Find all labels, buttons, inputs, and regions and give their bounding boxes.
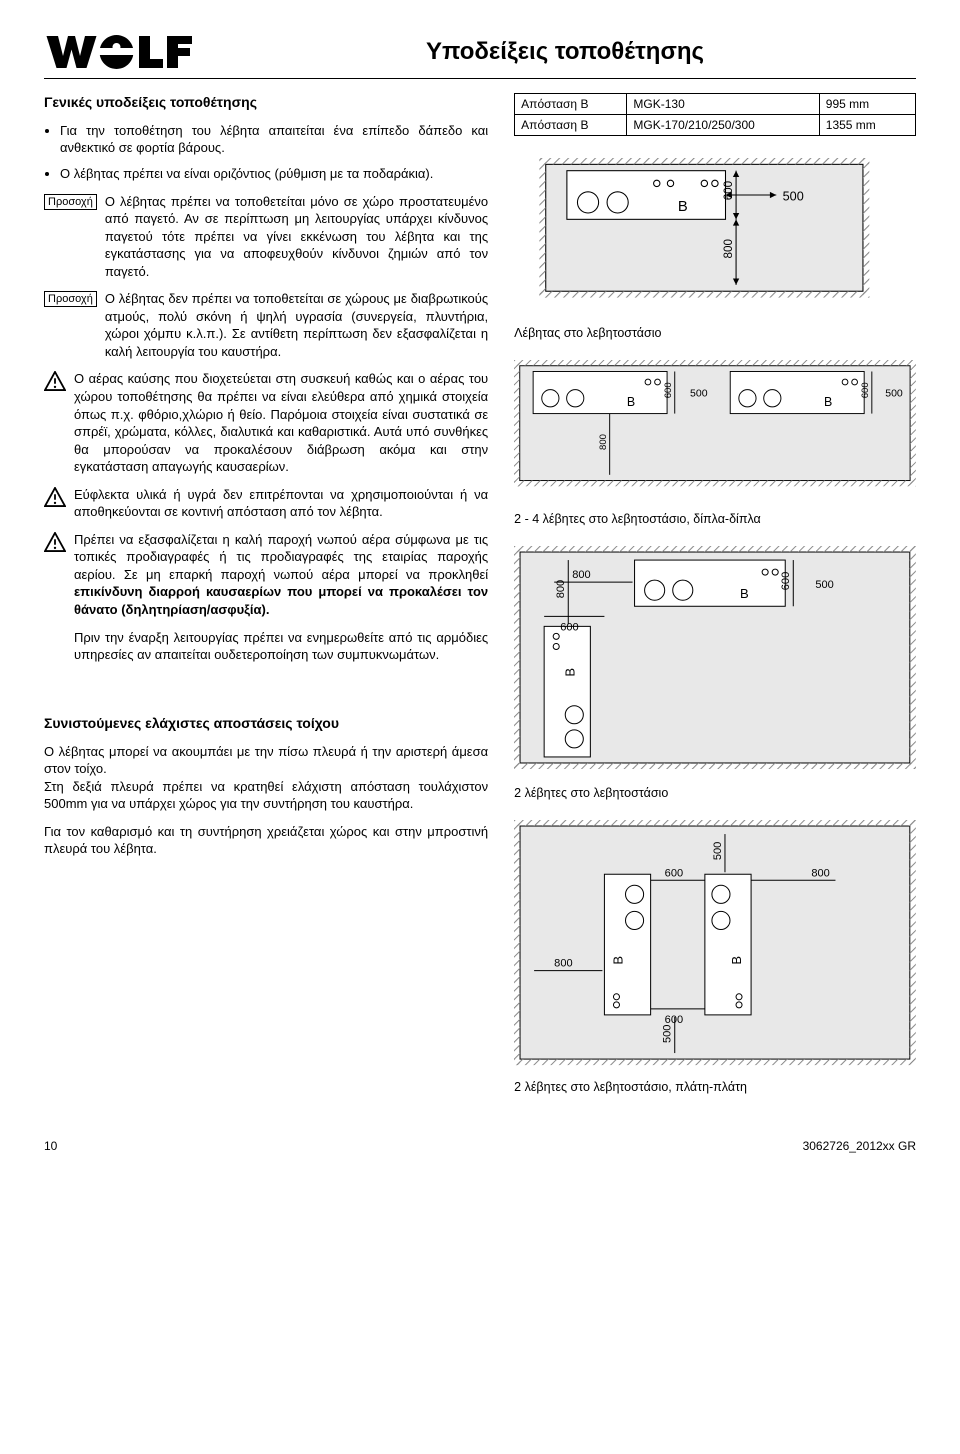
svg-text:B: B (729, 956, 744, 965)
warning-icon (44, 487, 66, 507)
svg-text:600: 600 (560, 622, 578, 634)
svg-text:500: 500 (690, 387, 708, 399)
page-title: Υποδείξεις τοποθέτησης (214, 30, 916, 68)
warning-icon (44, 371, 66, 391)
svg-text:500: 500 (816, 579, 834, 591)
diagram-4: B B 500 (514, 820, 916, 1071)
caution-note: Προσοχή Ο λέβητας δεν πρέπει να τοποθετε… (44, 290, 488, 360)
doc-id: 3062726_2012xx GR (803, 1138, 916, 1154)
svg-text:B: B (678, 199, 688, 215)
svg-text:600: 600 (665, 1014, 683, 1026)
svg-text:500: 500 (662, 1025, 674, 1043)
left-column: Γενικές υποδείξεις τοποθέτησης Για την τ… (44, 93, 488, 1114)
warning-note: Πρέπει να εξασφαλίζεται η καλή παροχή νω… (44, 531, 488, 619)
section-heading: Γενικές υποδείξεις τοποθέτησης (44, 93, 488, 112)
diagram-3: B B 800 (514, 546, 916, 777)
note-text: Εύφλεκτα υλικά ή υγρά δεν επιτρέπονται ν… (74, 486, 488, 521)
svg-text:800: 800 (555, 580, 567, 598)
svg-text:600: 600 (665, 867, 683, 879)
page: Υποδείξεις τοποθέτησης Γενικές υποδείξει… (0, 0, 960, 1174)
svg-text:B: B (740, 586, 749, 601)
svg-text:600: 600 (663, 382, 674, 398)
wolf-logo (44, 30, 194, 74)
svg-text:B: B (627, 395, 635, 409)
cell: 995 mm (819, 94, 915, 115)
svg-text:800: 800 (812, 867, 830, 879)
caption-1: Λέβητας στο λεβητοστάσιο (514, 325, 916, 342)
svg-text:800: 800 (572, 569, 590, 581)
svg-text:600: 600 (722, 181, 735, 201)
svg-text:B: B (611, 956, 626, 965)
svg-text:600: 600 (860, 382, 871, 398)
caution-note: Προσοχή Ο λέβητας πρέπει να τοποθετείται… (44, 193, 488, 281)
note-text: Ο λέβητας πρέπει να τοποθετείται μόνο σε… (105, 193, 488, 281)
caption-2: 2 - 4 λέβητες στο λεβητοστάσιο, δίπλα-δί… (514, 511, 916, 528)
warning-note: Εύφλεκτα υλικά ή υγρά δεν επιτρέπονται ν… (44, 486, 488, 521)
two-column-layout: Γενικές υποδείξεις τοποθέτησης Για την τ… (44, 93, 916, 1114)
header-bar: Υποδείξεις τοποθέτησης (44, 30, 916, 79)
caution-label: Προσοχή (44, 291, 97, 307)
warning-note: Ο αέρας καύσης που διοχετεύεται στη συσκ… (44, 370, 488, 475)
bullet-item: Ο λέβητας πρέπει να είναι οριζόντιος (ρύ… (60, 165, 488, 183)
note-text: Πρέπει να εξασφαλίζεται η καλή παροχή νω… (74, 531, 488, 619)
para-clearances: Ο λέβητας μπορεί να ακουμπάει με την πίσ… (44, 743, 488, 813)
cell: 1355 mm (819, 115, 915, 136)
spec-table: Απόσταση B MGK-130 995 mm Απόσταση B MGK… (514, 93, 916, 136)
svg-text:500: 500 (783, 190, 804, 204)
diagram-1: B 600 500 (514, 158, 916, 317)
cell: MGK-130 (627, 94, 819, 115)
page-number: 10 (44, 1138, 57, 1154)
caption-4: 2 λέβητες στο λεβητοστάσιο, πλάτη-πλάτη (514, 1079, 916, 1096)
svg-text:B: B (562, 668, 577, 677)
caution-label: Προσοχή (44, 194, 97, 210)
note-text: Ο λέβητας δεν πρέπει να τοποθετείται σε … (105, 290, 488, 360)
svg-text:800: 800 (722, 239, 735, 259)
bullet-item: Για την τοποθέτηση του λέβητα απαιτείται… (60, 122, 488, 157)
note-text: Ο αέρας καύσης που διοχετεύεται στη συσκ… (74, 370, 488, 475)
note-text: Πριν την έναρξη λειτουργίας πρέπει να εν… (74, 629, 488, 664)
cell: Απόσταση B (515, 94, 627, 115)
svg-text:500: 500 (712, 842, 724, 860)
svg-text:B: B (824, 395, 832, 409)
table-row: Απόσταση B MGK-130 995 mm (515, 94, 916, 115)
svg-text:500: 500 (885, 387, 903, 399)
diagram-2: B B 600 600 (514, 360, 916, 504)
bullet-list: Για την τοποθέτηση του λέβητα απαιτείται… (44, 122, 488, 183)
warning-icon (44, 532, 66, 552)
para-service: Για τον καθαρισμό και τη συντήρηση χρειά… (44, 823, 488, 858)
svg-text:800: 800 (554, 958, 572, 970)
page-footer: 10 3062726_2012xx GR (44, 1138, 916, 1154)
subheading-clearances: Συνιστούμενες ελάχιστες αποστάσεις τοίχο… (44, 714, 488, 733)
plain-note: Πριν την έναρξη λειτουργίας πρέπει να εν… (44, 629, 488, 664)
cell: Απόσταση B (515, 115, 627, 136)
right-column: Απόσταση B MGK-130 995 mm Απόσταση B MGK… (514, 93, 916, 1114)
table-row: Απόσταση B MGK-170/210/250/300 1355 mm (515, 115, 916, 136)
cell: MGK-170/210/250/300 (627, 115, 819, 136)
svg-text:600: 600 (780, 572, 792, 590)
svg-text:800: 800 (598, 434, 609, 450)
warn3-bold: επικίνδυνη διαρροή καυσαερίων που μπορεί… (74, 584, 488, 617)
warn3-pre: Πρέπει να εξασφαλίζεται η καλή παροχή νω… (74, 532, 488, 582)
caption-3: 2 λέβητες στο λεβητοστάσιο (514, 785, 916, 802)
